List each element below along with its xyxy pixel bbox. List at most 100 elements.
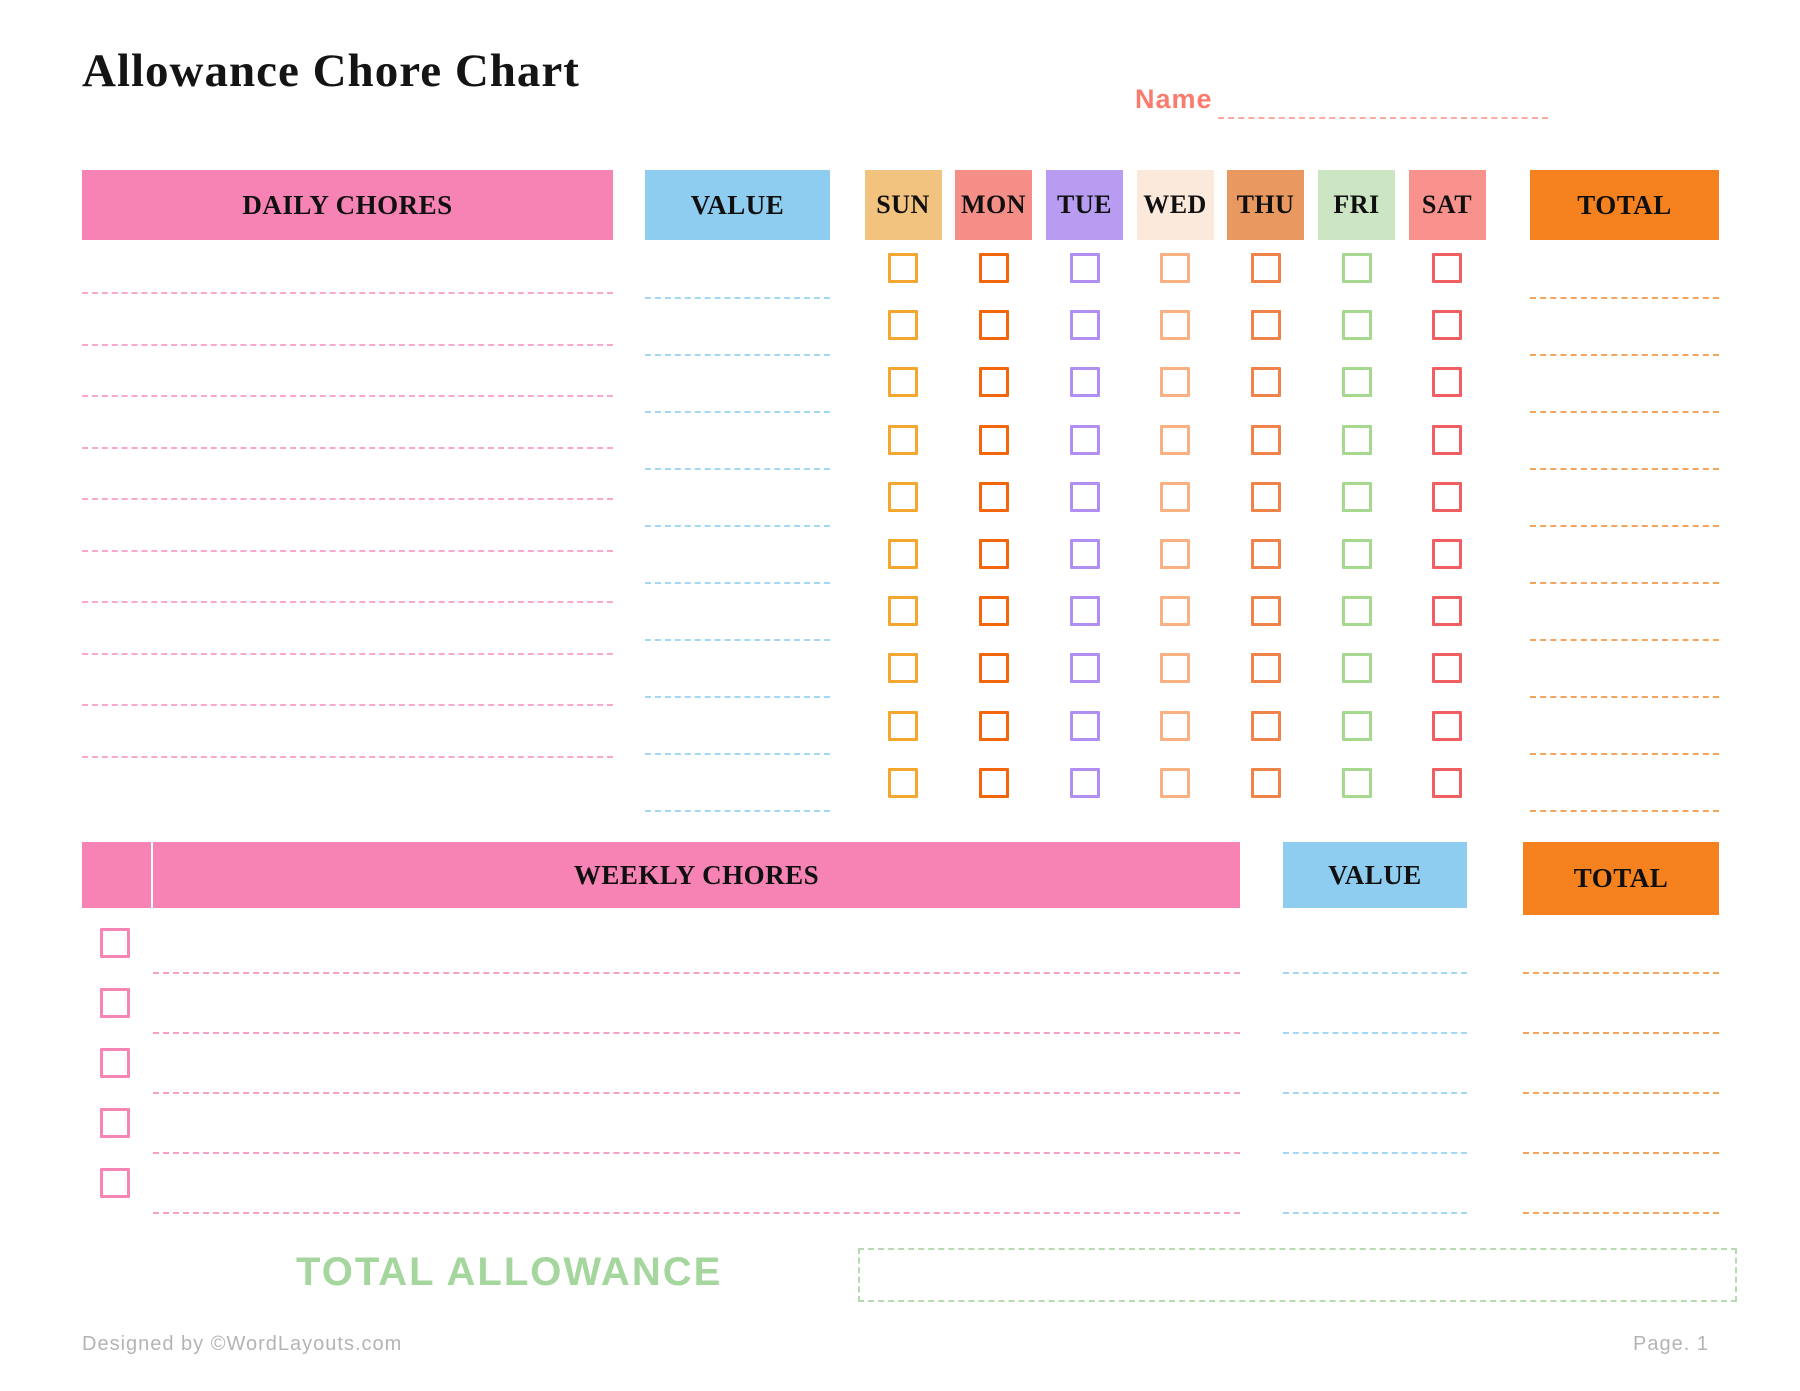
checkbox-tue-row-9[interactable] [1069, 710, 1100, 741]
weekly-chore-line-3[interactable] [153, 1092, 1240, 1094]
checkbox-sat-row-8[interactable] [1432, 653, 1462, 684]
checkbox-fri-row-4[interactable] [1341, 424, 1372, 455]
checkbox-thu-row-9[interactable] [1250, 710, 1281, 741]
checkbox-sat-row-6[interactable] [1432, 539, 1462, 569]
checkbox-sun-row-10[interactable] [888, 767, 918, 798]
total-allowance-input-box[interactable] [858, 1248, 1737, 1302]
checkbox-wed-row-10[interactable] [1160, 767, 1190, 798]
daily-value-line-1[interactable] [645, 297, 830, 299]
checkbox-sat-row-9[interactable] [1432, 710, 1462, 741]
checkbox-thu-row-3[interactable] [1250, 367, 1281, 398]
checkbox-sat-row-5[interactable] [1432, 481, 1462, 512]
daily-value-line-8[interactable] [645, 696, 830, 698]
checkbox-mon-row-9[interactable] [978, 710, 1009, 741]
daily-value-line-4[interactable] [645, 468, 830, 470]
checkbox-tue-row-5[interactable] [1069, 481, 1100, 512]
checkbox-sun-row-3[interactable] [888, 367, 918, 398]
checkbox-thu-row-6[interactable] [1250, 539, 1281, 569]
checkbox-thu-row-7[interactable] [1250, 596, 1281, 627]
checkbox-thu-row-2[interactable] [1250, 310, 1281, 341]
daily-chore-line-4[interactable] [82, 446, 613, 449]
daily-chore-line-6[interactable] [82, 549, 613, 552]
daily-chore-line-1[interactable] [82, 292, 613, 294]
checkbox-sat-row-2[interactable] [1432, 310, 1462, 341]
checkbox-wed-row-6[interactable] [1160, 539, 1190, 569]
checkbox-wed-row-8[interactable] [1160, 653, 1190, 684]
checkbox-mon-row-7[interactable] [978, 596, 1009, 627]
weekly-value-line-2[interactable] [1283, 1032, 1467, 1034]
checkbox-mon-row-10[interactable] [978, 767, 1009, 798]
checkbox-tue-row-3[interactable] [1069, 367, 1100, 398]
checkbox-tue-row-10[interactable] [1069, 767, 1100, 798]
checkbox-wed-row-7[interactable] [1160, 596, 1190, 627]
checkbox-thu-row-4[interactable] [1250, 424, 1281, 455]
checkbox-fri-row-9[interactable] [1341, 710, 1372, 741]
daily-chore-line-8[interactable] [82, 652, 613, 655]
checkbox-sat-row-10[interactable] [1432, 767, 1462, 798]
weekly-checkbox-5[interactable] [100, 1168, 130, 1198]
checkbox-sat-row-3[interactable] [1432, 367, 1462, 398]
checkbox-fri-row-5[interactable] [1341, 481, 1372, 512]
checkbox-sun-row-1[interactable] [888, 253, 918, 283]
daily-total-line-3[interactable] [1530, 411, 1719, 413]
daily-total-line-1[interactable] [1530, 297, 1719, 299]
daily-chore-line-3[interactable] [82, 395, 613, 397]
checkbox-sat-row-7[interactable] [1432, 596, 1462, 627]
checkbox-sun-row-9[interactable] [888, 710, 918, 741]
daily-value-line-3[interactable] [645, 411, 830, 413]
daily-value-line-2[interactable] [645, 354, 830, 356]
checkbox-sun-row-6[interactable] [888, 539, 918, 569]
weekly-chore-line-4[interactable] [153, 1152, 1240, 1154]
weekly-chore-line-5[interactable] [153, 1212, 1240, 1214]
daily-total-line-6[interactable] [1530, 582, 1719, 584]
weekly-checkbox-1[interactable] [100, 928, 130, 958]
daily-value-line-5[interactable] [645, 525, 830, 527]
checkbox-sun-row-2[interactable] [888, 310, 918, 341]
checkbox-thu-row-1[interactable] [1250, 253, 1281, 283]
checkbox-sun-row-4[interactable] [888, 424, 918, 455]
weekly-value-line-3[interactable] [1283, 1092, 1467, 1094]
weekly-total-line-3[interactable] [1523, 1092, 1719, 1094]
daily-value-line-6[interactable] [645, 582, 830, 584]
checkbox-wed-row-9[interactable] [1160, 710, 1190, 741]
weekly-value-line-5[interactable] [1283, 1212, 1467, 1214]
checkbox-tue-row-6[interactable] [1069, 539, 1100, 569]
daily-total-line-9[interactable] [1530, 753, 1719, 755]
checkbox-mon-row-3[interactable] [978, 367, 1009, 398]
checkbox-sat-row-1[interactable] [1432, 253, 1462, 283]
checkbox-wed-row-2[interactable] [1160, 310, 1190, 341]
name-input-line[interactable] [1218, 117, 1548, 119]
daily-value-line-10[interactable] [645, 810, 830, 812]
checkbox-mon-row-8[interactable] [978, 653, 1009, 684]
checkbox-fri-row-10[interactable] [1341, 767, 1372, 798]
daily-total-line-4[interactable] [1530, 468, 1719, 470]
checkbox-fri-row-2[interactable] [1341, 310, 1372, 341]
checkbox-tue-row-4[interactable] [1069, 424, 1100, 455]
checkbox-wed-row-1[interactable] [1160, 253, 1190, 283]
checkbox-thu-row-10[interactable] [1250, 767, 1281, 798]
daily-chore-line-2[interactable] [82, 343, 613, 346]
daily-value-line-9[interactable] [645, 753, 830, 755]
daily-chore-line-5[interactable] [82, 498, 613, 500]
checkbox-thu-row-5[interactable] [1250, 481, 1281, 512]
checkbox-tue-row-8[interactable] [1069, 653, 1100, 684]
weekly-total-line-1[interactable] [1523, 972, 1719, 974]
checkbox-fri-row-7[interactable] [1341, 596, 1372, 627]
weekly-checkbox-3[interactable] [100, 1048, 130, 1078]
weekly-chore-line-1[interactable] [153, 972, 1240, 974]
checkbox-sun-row-7[interactable] [888, 596, 918, 627]
checkbox-fri-row-8[interactable] [1341, 653, 1372, 684]
checkbox-tue-row-7[interactable] [1069, 596, 1100, 627]
weekly-total-line-5[interactable] [1523, 1212, 1719, 1214]
checkbox-mon-row-2[interactable] [978, 310, 1009, 341]
daily-total-line-10[interactable] [1530, 810, 1719, 812]
checkbox-mon-row-1[interactable] [978, 253, 1009, 283]
checkbox-wed-row-3[interactable] [1160, 367, 1190, 398]
weekly-value-line-4[interactable] [1283, 1152, 1467, 1154]
checkbox-mon-row-4[interactable] [978, 424, 1009, 455]
weekly-total-line-4[interactable] [1523, 1152, 1719, 1154]
checkbox-wed-row-4[interactable] [1160, 424, 1190, 455]
checkbox-fri-row-1[interactable] [1341, 253, 1372, 283]
checkbox-mon-row-6[interactable] [978, 539, 1009, 569]
daily-total-line-7[interactable] [1530, 639, 1719, 641]
